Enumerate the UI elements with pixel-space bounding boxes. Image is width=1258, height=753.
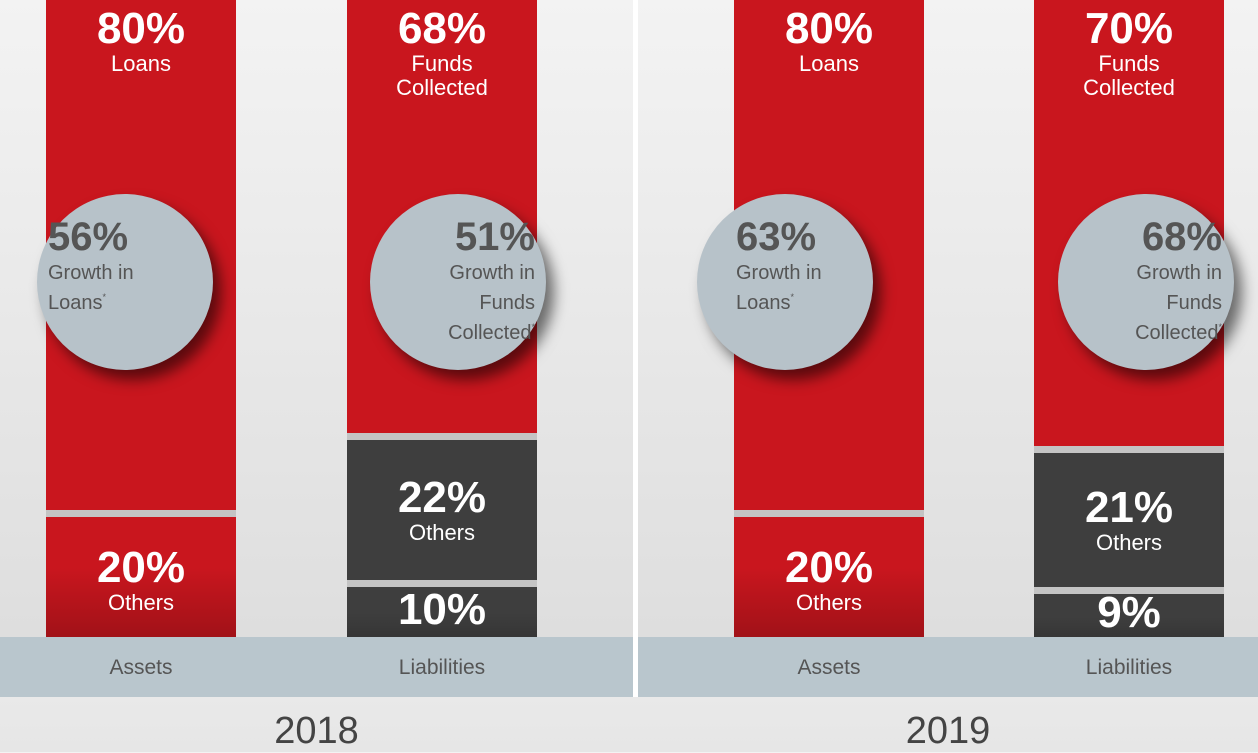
segment-name: Funds Collected	[396, 51, 488, 100]
segment: 9%Shareholders’ Equity	[1034, 590, 1224, 637]
highlight-desc: Growth in Funds Collected*	[420, 258, 535, 348]
highlight-desc: Growth in Loans*	[736, 258, 851, 318]
highlight-value: 63%	[736, 215, 817, 259]
segment-name: Shareholders’ Equity	[347, 633, 537, 637]
highlight-label: Growth in Loans	[736, 262, 822, 314]
segment: 21% Others	[1034, 452, 1224, 587]
year-title: 2019	[905, 710, 991, 752]
category-label: Assets	[109, 656, 173, 679]
segment-value: 70%	[1084, 4, 1174, 53]
segment: 20% Others	[46, 516, 236, 637]
highlight-circle	[1058, 194, 1234, 370]
highlight-value: 56%	[48, 215, 129, 259]
segment-name: Others	[795, 590, 863, 616]
highlight-label: Growth in Funds Collected	[448, 262, 535, 344]
category-label: Liabilities	[398, 656, 486, 679]
segment-value: 80%	[784, 4, 874, 53]
footnote-mark: *	[102, 292, 107, 302]
segment-value: 20%	[96, 543, 186, 593]
category-label: Assets	[797, 656, 861, 679]
highlight-label: Growth in Funds Collected	[1135, 262, 1222, 344]
segment-value: 9%	[1097, 588, 1161, 637]
segment-name: Others	[107, 590, 175, 616]
segment-value: 22%	[397, 473, 487, 523]
segment-value: 21%	[1084, 482, 1174, 532]
highlight-desc: Growth in Funds Collected*	[1107, 258, 1222, 348]
segment-name: Shareholders’ Equity	[1034, 636, 1224, 637]
highlight-label: Growth in Loans	[48, 262, 134, 314]
segment: 20% Others	[734, 516, 924, 637]
axis-band	[0, 637, 633, 697]
segment-value: 68%	[397, 4, 487, 53]
highlight-value: 68%	[1141, 215, 1222, 259]
highlight-text: 68% Growth in Funds Collected*	[1107, 216, 1222, 348]
segment: 22% Others	[347, 440, 537, 581]
highlight-text: 51% Growth in Funds Collected*	[420, 216, 535, 348]
axis-band	[638, 637, 1258, 697]
year-title: 2018	[274, 710, 359, 752]
footnote-mark: *	[790, 292, 795, 302]
highlight-text: 56% Growth in Loans*	[48, 216, 163, 318]
segment-value: 10%	[397, 585, 487, 635]
segment-name: Others	[1095, 529, 1163, 555]
highlight-desc: Growth in Loans*	[48, 258, 163, 318]
segment-name: Funds Collected	[1083, 51, 1175, 100]
segment-value: 20%	[784, 543, 874, 593]
footnote-mark: *	[1218, 322, 1222, 332]
highlight-text: 63% Growth in Loans*	[736, 216, 851, 318]
segment-name: Loans	[111, 51, 171, 76]
highlight-circle	[370, 194, 546, 370]
segment-value: 80%	[96, 4, 186, 53]
footnote-mark: *	[531, 322, 535, 332]
highlight-value: 51%	[454, 215, 535, 259]
segment-name: Others	[408, 520, 476, 546]
segment: 10%Shareholders’ Equity	[347, 587, 537, 637]
highlight-circle	[697, 194, 873, 370]
divider	[633, 0, 638, 697]
category-label: Liabilities	[1085, 656, 1173, 679]
segment-name: Loans	[799, 51, 859, 76]
highlight-circle	[37, 194, 213, 370]
